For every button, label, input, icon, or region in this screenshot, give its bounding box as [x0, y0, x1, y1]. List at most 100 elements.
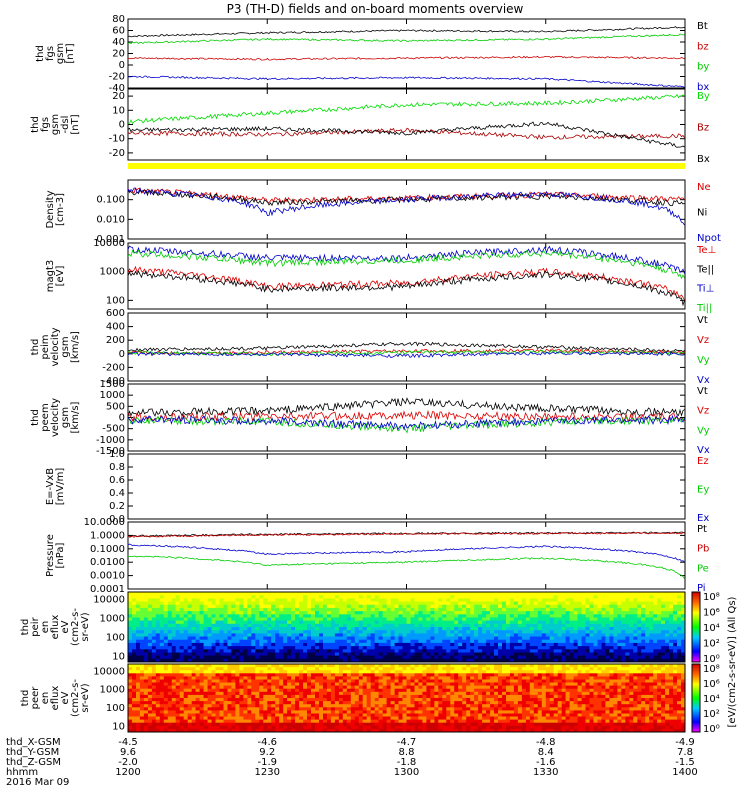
spectrogram-cell	[482, 607, 487, 612]
spectrogram-cell	[394, 592, 400, 596]
spectrogram-cell	[649, 649, 654, 653]
spectrogram-cell	[565, 598, 571, 603]
spectrogram-cell	[346, 685, 352, 690]
y-tick-label: 1.0	[109, 449, 125, 460]
spectrogram-cell	[191, 704, 197, 708]
spectrogram-cell	[291, 595, 296, 599]
spectrogram-cell	[132, 722, 137, 727]
spectrogram-cell	[303, 639, 308, 644]
spectrogram-cell	[151, 694, 157, 699]
spectrogram-cell	[657, 592, 662, 596]
spectrogram-cell	[633, 614, 638, 618]
spectrogram-cell	[374, 633, 380, 638]
spectrogram-cell	[438, 614, 443, 618]
spectrogram-cell	[163, 691, 169, 696]
spectrogram-cell	[303, 642, 308, 647]
spectrogram-cell	[569, 633, 575, 638]
spectrogram-cell	[681, 633, 686, 638]
spectrogram-cell	[378, 701, 384, 705]
spectrogram-cell	[641, 617, 646, 622]
spectrogram-cell	[430, 636, 435, 641]
spectrogram-cell	[490, 592, 495, 596]
spectrogram-cell	[299, 667, 304, 671]
spectrogram-cell	[382, 592, 388, 596]
spectrogram-cell	[147, 655, 153, 660]
spectrogram-cell	[203, 658, 209, 663]
spectrogram-cell	[326, 633, 332, 638]
spectrogram-cell	[251, 620, 256, 625]
spectrogram-cell	[386, 655, 392, 660]
spectrogram-cell	[677, 620, 682, 625]
spectrogram-cell	[382, 598, 388, 603]
spectrogram-cell	[247, 688, 252, 693]
spectrogram-cell	[410, 617, 415, 622]
spectrogram-cell	[633, 646, 638, 650]
spectrogram-cell	[565, 595, 571, 599]
y-tick-label: 0	[119, 349, 125, 360]
spectrogram-cell	[533, 646, 539, 650]
spectrogram-cell	[378, 676, 384, 680]
spectrogram-cell	[203, 685, 209, 690]
spectrogram-cell	[498, 604, 503, 609]
spectrogram-cell	[195, 710, 201, 714]
spectrogram-cell	[665, 655, 670, 660]
spectrogram-cell	[342, 716, 348, 721]
spectrogram-cell	[263, 694, 268, 699]
spectrogram-cell	[128, 698, 133, 702]
spectrogram-cell	[243, 595, 248, 599]
spectrogram-cell	[283, 694, 288, 699]
spectrogram-cell	[462, 627, 467, 631]
spectrogram-cell	[315, 664, 320, 668]
spectrogram-cell	[358, 646, 364, 650]
spectrogram-cell	[338, 701, 344, 705]
spectrogram-cell	[251, 701, 256, 705]
spectrogram-cell	[319, 682, 324, 687]
spectrogram-cell	[537, 611, 543, 615]
spectrogram-cell	[346, 701, 352, 705]
spectrogram-cell	[199, 698, 205, 702]
spectrogram-cell	[207, 633, 213, 638]
spectrogram-cell	[179, 646, 185, 650]
spectrogram-cell	[315, 592, 320, 596]
spectrogram-cell	[470, 630, 475, 634]
spectrogram-cell	[502, 607, 507, 612]
spectrogram-cell	[338, 601, 344, 606]
spectrogram-cell	[342, 611, 348, 615]
spectrogram-cell	[183, 667, 189, 671]
spectrogram-cell	[358, 725, 364, 730]
spectrogram-cell	[163, 595, 169, 599]
spectrogram-cell	[358, 607, 364, 612]
spectrogram-cell	[346, 707, 352, 711]
spectrogram-cell	[498, 620, 503, 625]
spectrogram-cell	[315, 685, 320, 690]
spectrogram-cell	[235, 636, 240, 641]
spectrogram-cell	[529, 607, 535, 612]
spectrogram-cell	[247, 658, 252, 663]
spectrogram-cell	[398, 698, 403, 702]
spectrogram-cell	[402, 598, 407, 603]
spectrogram-cell	[653, 623, 658, 628]
spectrogram-cell	[406, 685, 411, 690]
spectrogram-cell	[151, 682, 157, 687]
spectrogram-cell	[557, 630, 563, 634]
spectrogram-cell	[219, 722, 224, 727]
spectrogram-cell	[525, 639, 531, 644]
spectrogram-cell	[358, 698, 364, 702]
spectrogram-cell	[569, 620, 575, 625]
spectrogram-cell	[323, 685, 328, 690]
spectrogram-cell	[553, 646, 559, 650]
spectrogram-cell	[342, 673, 348, 677]
spectrogram-cell	[386, 611, 392, 615]
spectrogram-cell	[521, 601, 527, 606]
spectrogram-cell	[179, 679, 185, 684]
spectrogram-cell	[330, 691, 336, 696]
spectrogram-cell	[287, 655, 292, 660]
spectrogram-cell	[191, 707, 197, 711]
spectrogram-cell	[338, 598, 344, 603]
legend-entry: Ex	[697, 513, 709, 524]
spectrogram-cell	[517, 595, 523, 599]
spectrogram-cell	[303, 601, 308, 606]
spectrogram-cell	[553, 592, 559, 596]
spectrogram-cell	[203, 604, 209, 609]
